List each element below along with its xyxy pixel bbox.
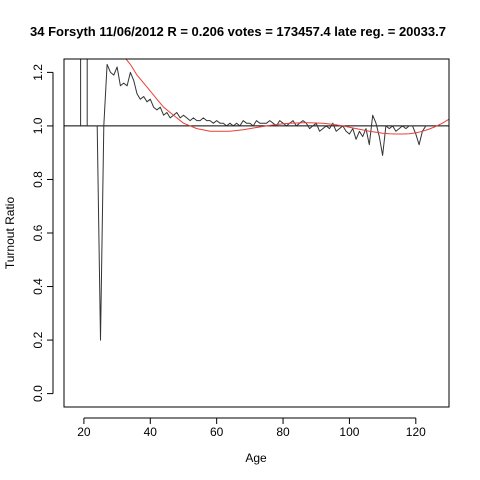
x-tick-label: 120 (406, 425, 426, 439)
x-tick-label: 100 (339, 425, 359, 439)
fit-series-line (125, 59, 449, 135)
observed-series-line (80, 59, 430, 341)
plot-frame (63, 58, 450, 408)
y-axis-label: Turnout Ratio (3, 197, 17, 270)
x-tick-label: 60 (210, 425, 224, 439)
chart-title: 34 Forsyth 11/06/2012 R = 0.206 votes = … (30, 24, 446, 39)
y-tick-label: 0.8 (31, 171, 45, 188)
x-tick-label: 40 (144, 425, 158, 439)
y-tick-label: 0.4 (31, 278, 45, 295)
y-tick-label: 1.2 (31, 64, 45, 81)
x-axis: 20 40 60 80 100 120 (77, 417, 426, 439)
series-layer (80, 59, 449, 341)
y-tick-label: 0.6 (31, 224, 45, 241)
x-axis-label: Age (245, 451, 267, 465)
x-tick-label: 80 (276, 425, 290, 439)
y-tick-label: 0.0 (31, 385, 45, 402)
y-tick-label: 1.0 (31, 117, 45, 134)
x-tick-label: 20 (77, 425, 91, 439)
y-tick-label: 0.2 (31, 331, 45, 348)
y-axis: 0.0 0.2 0.4 0.6 0.8 1.0 1.2 (31, 64, 54, 402)
